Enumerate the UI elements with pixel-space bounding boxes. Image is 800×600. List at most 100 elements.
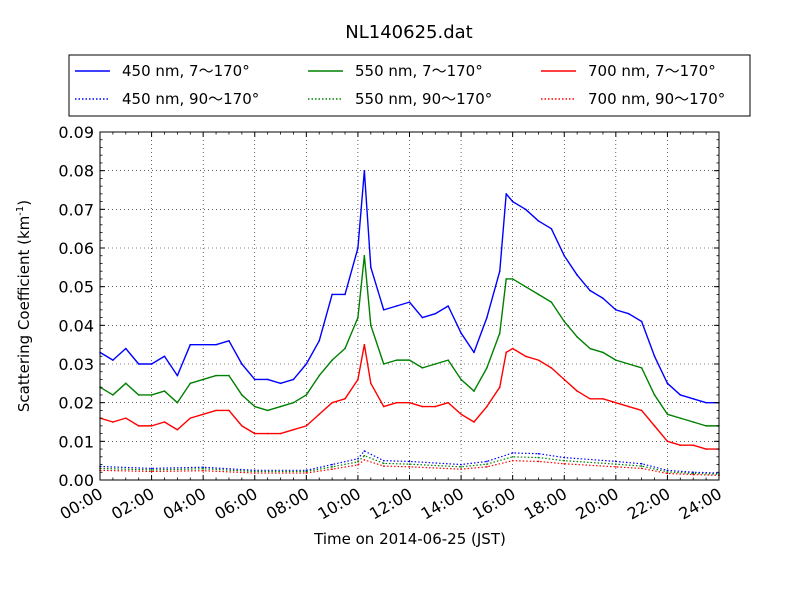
- data-point: [357, 464, 359, 466]
- data-point: [150, 469, 153, 471]
- data-point: [576, 390, 578, 392]
- data-point: [305, 472, 308, 474]
- data-point: [176, 428, 179, 431]
- data-point: [460, 468, 462, 470]
- data-point: [305, 469, 308, 472]
- data-point: [189, 382, 192, 385]
- data-point: [666, 471, 669, 473]
- x-tick-label: 02:00: [108, 484, 157, 524]
- data-point: [589, 398, 591, 400]
- data-point: [331, 468, 333, 470]
- data-point: [505, 193, 508, 195]
- data-point: [176, 401, 179, 404]
- data-point: [176, 374, 179, 377]
- data-point: [447, 401, 449, 404]
- data-point: [627, 363, 630, 365]
- data-point: [253, 472, 256, 474]
- data-point: [305, 425, 308, 427]
- data-point: [363, 343, 366, 346]
- data-point: [215, 343, 217, 346]
- data-point: [640, 320, 643, 323]
- data-point: [266, 409, 269, 412]
- data-point: [318, 374, 321, 377]
- data-point: [228, 340, 230, 342]
- data-point: [615, 463, 617, 465]
- data-point: [382, 459, 385, 462]
- data-point: [460, 413, 462, 416]
- data-point: [395, 401, 398, 404]
- data-point: [241, 394, 243, 396]
- data-point: [150, 425, 153, 427]
- data-point: [370, 382, 372, 385]
- data-point: [202, 469, 204, 472]
- y-tick-label: 0.04: [58, 316, 94, 335]
- y-axis-label-superscript: -1: [15, 206, 26, 216]
- series-line-4: [99, 450, 720, 474]
- data-point: [318, 413, 321, 416]
- data-point: [434, 405, 437, 408]
- x-axis-label: Time on 2014-06-25 (JST): [313, 530, 506, 548]
- data-point: [460, 466, 462, 468]
- data-point: [124, 417, 127, 419]
- data-point: [266, 378, 269, 381]
- data-point: [498, 386, 501, 389]
- data-point: [692, 398, 695, 400]
- data-point: [692, 473, 695, 476]
- data-point: [537, 456, 540, 459]
- data-point: [679, 444, 682, 447]
- y-tick-label: 0.09: [58, 123, 94, 142]
- y-tick-label: 0.00: [58, 471, 94, 490]
- legend-label-1: 450 nm, 7～170°: [122, 62, 250, 80]
- data-point: [640, 367, 643, 369]
- data-point: [421, 316, 424, 319]
- data-point: [370, 324, 372, 327]
- data-point: [357, 461, 359, 463]
- data-point: [666, 382, 669, 385]
- data-point: [421, 367, 424, 369]
- data-point: [511, 200, 514, 203]
- data-point: [537, 452, 540, 455]
- data-point: [150, 363, 153, 365]
- data-point: [253, 432, 256, 435]
- series-line-5: [99, 455, 720, 475]
- data-point: [137, 394, 140, 396]
- data-point: [363, 454, 366, 457]
- data-point: [202, 413, 204, 416]
- data-point: [395, 305, 398, 307]
- data-point: [363, 450, 366, 452]
- data-point: [357, 247, 359, 249]
- data-point: [537, 220, 540, 222]
- chart-title: NL140625.dat: [345, 22, 472, 43]
- data-point: [602, 351, 604, 354]
- data-point: [602, 398, 604, 400]
- data-point: [189, 417, 192, 419]
- data-point: [202, 467, 204, 470]
- data-point: [589, 289, 591, 292]
- data-point: [408, 359, 411, 361]
- data-point: [434, 312, 437, 315]
- data-point: [189, 343, 192, 346]
- data-point: [279, 382, 282, 385]
- data-point: [640, 462, 643, 465]
- data-point: [382, 405, 385, 408]
- data-point: [589, 347, 591, 350]
- data-point: [486, 463, 488, 465]
- data-point: [215, 374, 217, 377]
- data-point: [460, 463, 462, 466]
- data-point: [357, 316, 359, 319]
- data-point: [408, 401, 411, 404]
- data-point: [163, 390, 166, 392]
- plot-background: [100, 132, 719, 480]
- data-point: [653, 355, 656, 358]
- legend-label-2: 550 nm, 7～170°: [355, 62, 483, 80]
- data-point: [550, 367, 553, 369]
- y-tick-label: 0.07: [58, 200, 94, 219]
- y-axis-label-main: Scattering Coefficient (km: [15, 216, 33, 412]
- data-point: [253, 405, 256, 408]
- data-point: [705, 425, 707, 427]
- data-point: [215, 409, 217, 412]
- data-point: [692, 471, 695, 474]
- data-point: [112, 394, 114, 396]
- y-tick-label: 0.08: [58, 162, 94, 181]
